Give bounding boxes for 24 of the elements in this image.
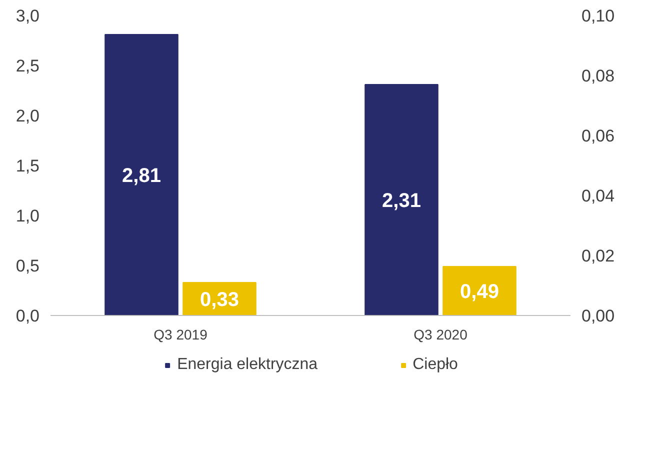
y2-tick-label: 0,08 xyxy=(582,66,615,86)
y-tick-label: 1,5 xyxy=(16,156,40,176)
y2-tick-label: 0,00 xyxy=(582,306,615,326)
y-tick-label: 0,5 xyxy=(16,256,40,276)
legend-label: Energia elektryczna xyxy=(177,356,318,374)
data-label: 0,49 xyxy=(460,281,499,303)
data-label: 2,81 xyxy=(122,165,161,187)
y-tick-label: 0,0 xyxy=(16,306,40,326)
y2-tick-label: 0,06 xyxy=(582,126,615,146)
x-tick-label: Q3 2019 xyxy=(154,326,208,342)
y2-tick-label: 0,04 xyxy=(582,186,615,206)
y-tick-label: 2,5 xyxy=(16,56,40,76)
bar xyxy=(442,266,516,316)
data-label: 2,31 xyxy=(382,190,421,212)
y-tick-label: 2,0 xyxy=(16,106,40,126)
y2-tick-label: 0,02 xyxy=(582,246,615,266)
y2-tick-label: 0,10 xyxy=(582,6,615,26)
bar xyxy=(104,34,178,316)
y-tick-label: 3,0 xyxy=(16,6,40,26)
data-label: 0,33 xyxy=(200,289,239,311)
x-tick-label: Q3 2020 xyxy=(414,326,468,342)
bar xyxy=(364,84,438,316)
y-tick-label: 1,0 xyxy=(16,206,40,226)
legend-label: Ciepło xyxy=(412,356,458,374)
